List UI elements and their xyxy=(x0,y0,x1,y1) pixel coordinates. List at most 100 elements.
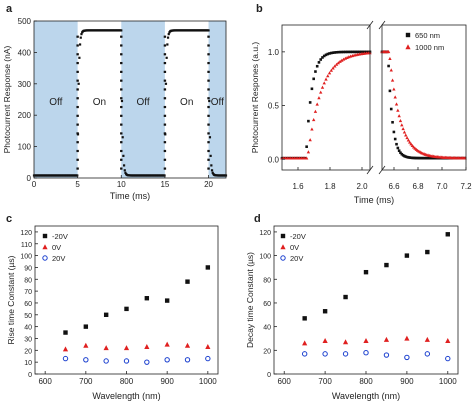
series-650-point xyxy=(430,156,434,160)
y-tick-label: 100 xyxy=(259,254,271,261)
legend-label-1000: 1000 nm xyxy=(415,43,444,52)
series-650-point xyxy=(319,58,323,61)
series-0V-point xyxy=(322,338,328,344)
plot-frame xyxy=(33,20,227,179)
series-1000-point xyxy=(308,138,312,142)
series-650-point xyxy=(314,70,317,73)
x-tick-label: 7.2 xyxy=(460,182,472,191)
data-point xyxy=(80,33,83,36)
y-tick-label: 60 xyxy=(263,301,271,308)
x-tick-label: 900 xyxy=(160,377,174,386)
series--20V-point xyxy=(164,298,170,303)
series-650-point xyxy=(393,137,397,141)
edge-point xyxy=(163,61,167,65)
edge-point xyxy=(76,70,79,73)
x-tick-label: 2.0 xyxy=(356,182,368,191)
series-1000-point xyxy=(394,102,399,106)
legend-label--20V: -20V xyxy=(290,232,306,241)
y-tick-label: 300 xyxy=(18,80,32,89)
series-650-point xyxy=(429,156,433,160)
series-1000-point xyxy=(390,78,395,82)
series-650-point xyxy=(358,50,361,54)
y-tick-label: 100 xyxy=(18,143,32,152)
series-0V-point xyxy=(363,338,369,344)
series-650-point xyxy=(307,119,310,123)
edge-point xyxy=(207,132,210,135)
edge-point xyxy=(120,149,123,153)
series-20V-point xyxy=(62,355,69,362)
series-650-point xyxy=(305,145,308,149)
series-1000-point xyxy=(329,68,333,72)
series-20V-point xyxy=(103,358,109,364)
legend-marker-20V xyxy=(280,255,286,261)
series-1000-point xyxy=(404,133,408,137)
edge-point xyxy=(76,123,79,126)
series-650-point xyxy=(400,152,404,156)
y-tick-label: 0.0 xyxy=(268,155,280,164)
legend-label-20V: 20V xyxy=(52,254,65,263)
edge-point xyxy=(207,123,210,126)
series-0V-point xyxy=(103,345,109,351)
series-1000-point xyxy=(331,66,335,70)
edge-point xyxy=(76,141,79,144)
data-point xyxy=(166,36,170,39)
edge-point xyxy=(163,79,167,82)
series-650-point xyxy=(407,156,410,159)
series-1000-point xyxy=(311,118,316,122)
series-0V-point xyxy=(144,343,150,349)
series-650-point xyxy=(433,156,437,160)
data-point xyxy=(78,43,82,46)
series-1000-point xyxy=(406,138,411,142)
edge-point xyxy=(163,53,167,56)
edge-point xyxy=(120,88,123,91)
series-650-point xyxy=(335,51,338,54)
panel-letter: b xyxy=(256,3,263,15)
series-650-point xyxy=(345,50,349,54)
series--20V-point xyxy=(144,296,150,301)
y-tick-label: 200 xyxy=(18,111,32,120)
series-0V-point xyxy=(205,343,211,349)
state-label: Off xyxy=(137,97,150,108)
series-650-point xyxy=(411,156,414,160)
state-label: Off xyxy=(211,97,224,108)
series--20V-point xyxy=(404,253,410,258)
series-1000-point xyxy=(392,87,396,91)
edge-point xyxy=(163,158,167,161)
edge-point xyxy=(207,88,210,91)
series-20V-point xyxy=(404,354,410,361)
axis-break xyxy=(378,165,386,175)
edge-point xyxy=(120,44,123,47)
y-tick-label: 120 xyxy=(20,230,32,237)
series-650-point xyxy=(333,51,337,54)
panel-b: 1.6 1.8 2.0 6.6 6.8 7.0 7.2 0.0 0.5 1.0 650 nm 1000… xyxy=(250,3,472,205)
data-point xyxy=(165,56,168,59)
edge-point xyxy=(207,97,210,100)
data-point xyxy=(208,136,212,139)
series-0V-point xyxy=(445,338,451,344)
edge-point xyxy=(120,132,123,135)
series-20V-point xyxy=(144,359,150,365)
series--20V-point xyxy=(343,294,348,300)
series-1000-point xyxy=(313,109,318,113)
series--20V-point xyxy=(83,324,89,329)
data-point xyxy=(211,171,214,174)
edge-point xyxy=(163,149,167,153)
series-650-point xyxy=(317,61,321,64)
edge-point xyxy=(76,79,79,82)
legend-marker-0V xyxy=(280,244,286,250)
series--20V-point xyxy=(63,330,68,335)
data-point xyxy=(79,36,82,39)
edge-point xyxy=(76,158,79,161)
series-1000-point xyxy=(310,127,314,131)
series-650-point xyxy=(389,107,393,111)
series-20V-point xyxy=(83,357,89,363)
series-1000-point xyxy=(389,68,393,72)
x-tick-label: 20 xyxy=(204,180,213,189)
legend-marker-20V xyxy=(42,255,48,261)
y-tick-label: 80 xyxy=(24,277,32,284)
series-1000-point xyxy=(327,71,332,75)
series--20V-point xyxy=(322,309,328,314)
x-tick-label: 700 xyxy=(318,377,332,386)
series-650-point xyxy=(322,54,326,58)
series-650-point xyxy=(344,50,347,54)
